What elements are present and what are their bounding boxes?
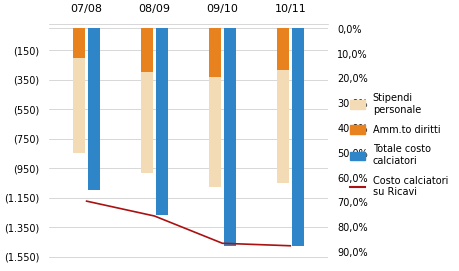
Costo calciatori
su Ricavi	[219, 242, 224, 245]
Bar	[141, 28, 153, 173]
Bar	[208, 28, 221, 77]
Bar	[291, 28, 303, 246]
Bar	[73, 28, 85, 153]
Costo calciatori
su Ricavi	[84, 199, 89, 203]
Legend: Stipendi
personale, Amm.to diritti, Totale costo
calciatori, Costo calciatori
su: Stipendi personale, Amm.to diritti, Tota…	[346, 89, 451, 201]
Bar	[276, 28, 288, 183]
Costo calciatori
su Ricavi	[151, 214, 157, 218]
Costo calciatori
su Ricavi	[287, 244, 292, 247]
Bar	[141, 28, 153, 72]
Line: Costo calciatori
su Ricavi: Costo calciatori su Ricavi	[86, 201, 290, 246]
Bar	[156, 28, 168, 215]
Bar	[73, 28, 85, 58]
Bar	[88, 28, 100, 190]
Bar	[276, 28, 288, 70]
Bar	[223, 28, 235, 246]
Bar	[208, 28, 221, 187]
